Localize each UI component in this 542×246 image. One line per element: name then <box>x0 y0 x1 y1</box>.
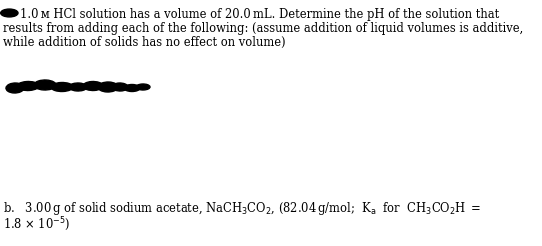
Circle shape <box>1 9 18 17</box>
Text: results from adding each of the following: (assume addition of liquid volumes is: results from adding each of the followin… <box>3 22 523 35</box>
Ellipse shape <box>112 83 128 91</box>
Ellipse shape <box>98 82 118 92</box>
Text: 1.8 $\times$ 10$^{-5}$): 1.8 $\times$ 10$^{-5}$) <box>3 215 70 233</box>
Ellipse shape <box>17 81 39 91</box>
Ellipse shape <box>69 83 87 91</box>
Text: 1.0 ᴍ HCl solution has a volume of 20.0 mL. Determine the pH of the solution tha: 1.0 ᴍ HCl solution has a volume of 20.0 … <box>20 8 499 21</box>
Ellipse shape <box>136 84 150 90</box>
Ellipse shape <box>6 83 24 93</box>
Text: b.   3.00$\,$g of solid sodium acetate, NaCH$_3$CO$_2$, (82.04$\,$g/mol;  K$_\ma: b. 3.00$\,$g of solid sodium acetate, Na… <box>3 200 481 217</box>
Ellipse shape <box>51 82 73 92</box>
Ellipse shape <box>34 80 56 90</box>
Ellipse shape <box>124 84 140 92</box>
Text: while addition of solids has no effect on volume): while addition of solids has no effect o… <box>3 36 286 49</box>
Ellipse shape <box>83 81 103 91</box>
